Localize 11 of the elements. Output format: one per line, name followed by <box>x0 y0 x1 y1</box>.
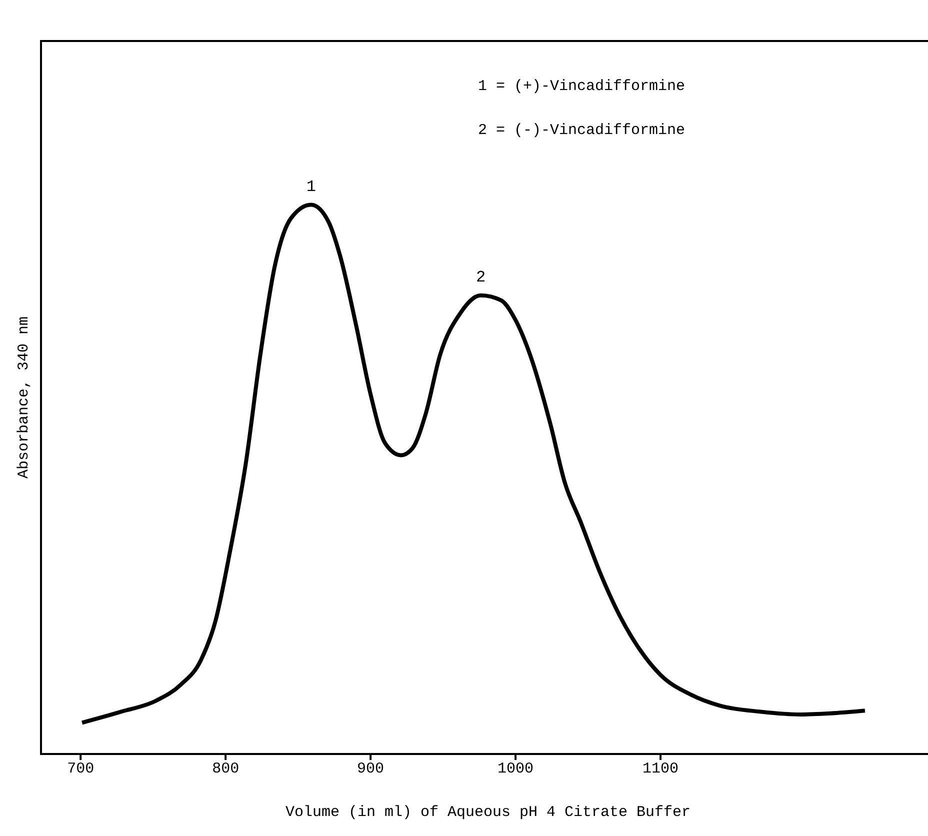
x-tick-label: 1100 <box>642 760 679 778</box>
x-tick-label: 700 <box>67 760 94 778</box>
annotation: 2 <box>476 268 486 286</box>
annotation: 1 <box>306 178 316 196</box>
text: 2 = (-)-Vincadifformine <box>478 122 686 139</box>
text: 1 = (+)-Vincadifformine <box>478 78 686 95</box>
x-axis-title: Volume (in ml) of Aqueous pH 4 Citrate Buffer <box>285 804 691 821</box>
y-axis-title: Absorbance, 340 nm <box>16 316 32 478</box>
x-tick-label: 1000 <box>498 760 534 778</box>
x-tick-label: 900 <box>357 760 384 778</box>
x-tick-label: 800 <box>212 760 240 778</box>
